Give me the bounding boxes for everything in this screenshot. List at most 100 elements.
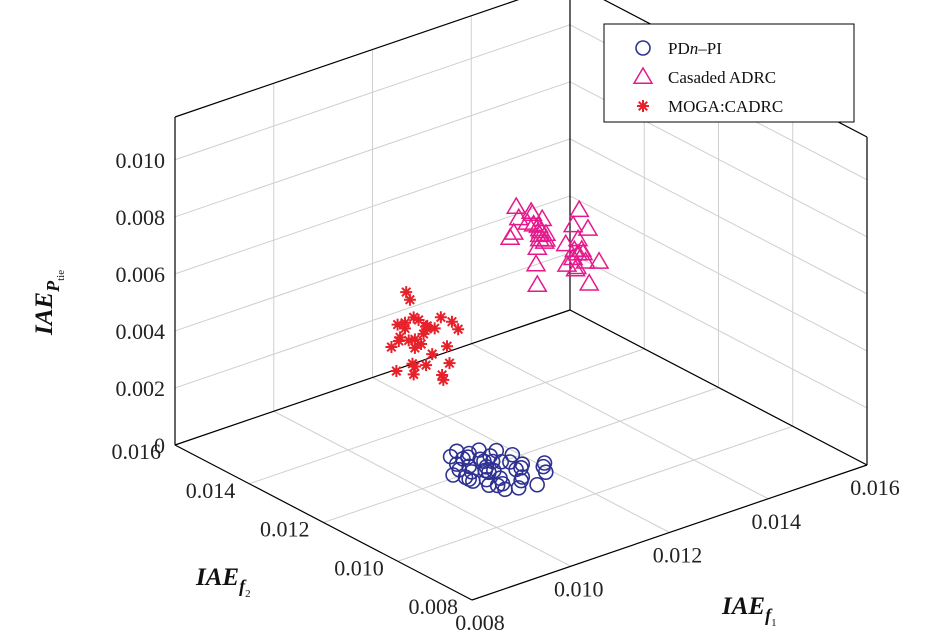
- data-point: [461, 471, 477, 487]
- grid-line: [323, 387, 719, 523]
- data-point: [497, 481, 513, 498]
- data-point: [529, 224, 550, 243]
- data-point: [567, 228, 589, 247]
- y-tick-label: 0.012: [260, 517, 310, 542]
- data-point: [400, 286, 413, 299]
- data-point: [417, 327, 430, 340]
- data-point: [577, 218, 599, 236]
- legend-label: PDn–PI: [668, 39, 722, 58]
- data-point: [390, 365, 403, 378]
- grid-line: [249, 348, 645, 485]
- z-tick-label: 0.008: [116, 205, 166, 230]
- axis-labels: IAEf1 IAEf2 IAEPtie: [31, 270, 777, 629]
- data-point: [445, 315, 458, 328]
- data-point: [426, 348, 439, 361]
- axis-edge: [174, 309, 571, 446]
- data-point: [528, 215, 549, 233]
- data-point: [445, 467, 461, 483]
- data-point: [505, 196, 527, 215]
- y-tick-label: 0.010: [334, 555, 384, 580]
- data-point: [394, 331, 407, 344]
- data-point: [578, 273, 600, 291]
- z-tick-label: 0: [154, 433, 165, 458]
- x-tick-label: 0.010: [554, 576, 604, 601]
- legend-entry: MOGA:CADRC: [637, 97, 783, 116]
- x-axis-label: IAEf1: [721, 593, 777, 629]
- data-point: [399, 322, 412, 335]
- axis-edge: [174, 444, 473, 601]
- data-point: [407, 368, 420, 381]
- data-point: [391, 318, 404, 331]
- data-point: [522, 203, 543, 222]
- data-point: [437, 373, 450, 386]
- data-point: [408, 341, 421, 354]
- y-tick-label: 0.016: [112, 439, 162, 464]
- data-point: [520, 201, 542, 219]
- legend-marker-circle: [635, 40, 651, 56]
- data-point: [525, 253, 547, 272]
- grid-line: [174, 81, 571, 218]
- data-point: [564, 239, 585, 258]
- data-point: [503, 222, 525, 240]
- data-point: [420, 320, 432, 333]
- tick-labels: 0.008 0.010 0.012 0.014 0.016 0.008 0.010 0.012…: [112, 148, 900, 635]
- data-point: [455, 451, 471, 467]
- z-tick-label: 0.002: [116, 376, 166, 401]
- grid-line: [569, 138, 868, 295]
- data-point: [513, 460, 529, 476]
- data-point: [471, 442, 487, 458]
- data-point: [562, 214, 584, 233]
- y-tick-label: 0.014: [186, 478, 236, 503]
- legend-marker-triangle: [632, 66, 654, 85]
- grid-line: [569, 195, 868, 352]
- z-tick-label: 0.006: [116, 262, 166, 287]
- data-point: [513, 472, 529, 489]
- data-point: [588, 251, 610, 269]
- data-point: [402, 334, 415, 347]
- axis-edge: [471, 464, 868, 601]
- data-points: [385, 196, 610, 498]
- data-point: [452, 323, 465, 336]
- x-tick-label: 0.016: [850, 475, 900, 500]
- data-point: [529, 476, 545, 493]
- data-point: [478, 459, 495, 475]
- data-point: [408, 333, 421, 346]
- data-point: [536, 455, 553, 471]
- y-tick-label: 0.008: [409, 594, 459, 619]
- data-point: [408, 360, 421, 373]
- data-point: [392, 334, 405, 347]
- z-axis-label: IAEPtie: [31, 270, 67, 336]
- x-tick-label: 0.008: [455, 610, 505, 635]
- x-tick-label: 0.012: [653, 543, 703, 568]
- y-axis-label: IAEf2: [195, 564, 251, 600]
- data-point: [555, 233, 577, 252]
- axis-frame: [174, 0, 868, 601]
- series-asterisk: [385, 286, 465, 386]
- data-point: [535, 229, 557, 247]
- data-point: [504, 446, 521, 463]
- data-point: [568, 199, 590, 218]
- grid-line: [569, 252, 868, 409]
- data-point: [443, 357, 456, 370]
- data-point: [403, 293, 416, 306]
- legend-marker-asterisk: [637, 100, 649, 112]
- axis-edge: [569, 309, 868, 466]
- grid-line: [174, 24, 571, 161]
- data-point: [436, 368, 449, 381]
- data-point: [523, 214, 544, 232]
- series-triangle: [499, 196, 610, 293]
- grid-line: [174, 195, 571, 332]
- data-point: [489, 477, 506, 494]
- data-point: [567, 243, 589, 261]
- legend-entry: PDn–PI: [635, 39, 722, 58]
- z-tick-label: 0.010: [116, 148, 166, 173]
- data-point: [428, 322, 441, 335]
- series-circle: [442, 442, 554, 498]
- legend: PDn–PI Casaded ADRC MOGA:CADRC: [603, 23, 855, 123]
- data-point: [415, 338, 428, 351]
- data-point: [556, 254, 578, 272]
- data-point: [493, 453, 510, 470]
- legend-label: Casaded ADRC: [668, 68, 776, 87]
- legend-entry: Casaded ADRC: [632, 66, 776, 87]
